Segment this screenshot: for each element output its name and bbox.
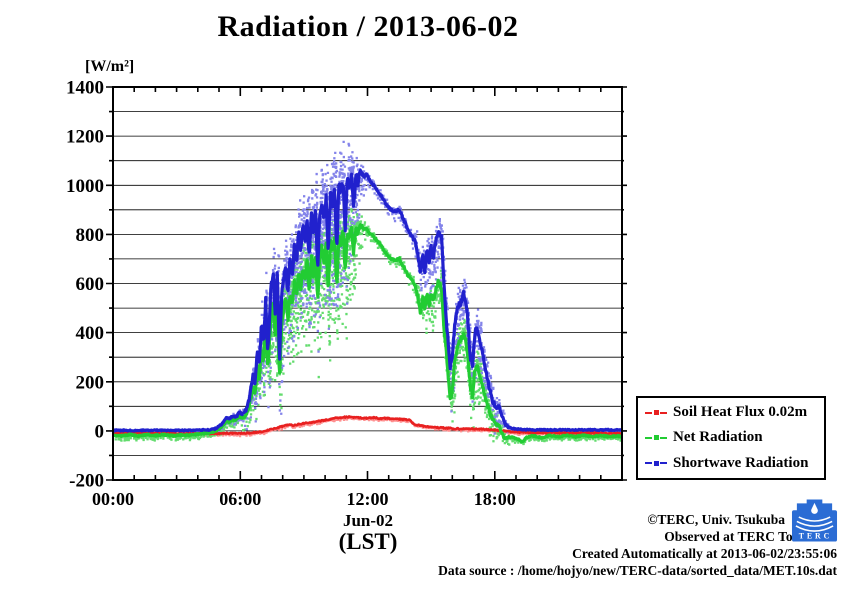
footer-data-source: Data source : /home/hojyo/new/TERC-data/… — [438, 563, 837, 578]
legend-marker-net-radiation-icon — [645, 433, 667, 442]
series-points-1 — [113, 202, 622, 446]
svg-text:1000: 1000 — [66, 176, 104, 197]
terc-logo-text: TERC — [799, 532, 833, 541]
legend-label: Soil Heat Flux 0.02m — [673, 404, 808, 421]
footer-created-at: Created Automatically at 2013-06-02/23:5… — [572, 546, 837, 561]
legend-item-soil-heat-flux: Soil Heat Flux 0.02m — [645, 401, 824, 425]
series-line-2 — [113, 168, 622, 433]
series-line-1 — [113, 223, 622, 444]
svg-text:0: 0 — [95, 421, 105, 442]
series-points-2 — [113, 140, 622, 435]
terc-logo: TERC — [791, 499, 838, 542]
axis-ticks — [106, 86, 627, 481]
gridlines — [113, 111, 622, 456]
legend-label: Shortwave Radiation — [673, 454, 809, 471]
y-axis-unit-label: [W/m²] — [85, 58, 135, 75]
legend-item-shortwave-radiation: Shortwave Radiation — [645, 451, 824, 475]
footer-copyright: ©TERC, Univ. Tsukuba — [647, 512, 785, 527]
plot-data-area — [113, 140, 622, 446]
x-axis-timezone-label: (LST) — [338, 529, 398, 554]
legend-marker-shortwave-radiation-icon — [645, 459, 667, 468]
svg-text:400: 400 — [76, 323, 105, 344]
svg-text:1400: 1400 — [66, 78, 104, 99]
svg-text:12:00: 12:00 — [347, 489, 389, 509]
svg-text:600: 600 — [76, 274, 105, 295]
x-tick-labels: 00:00 06:00 12:00 18:00 — [92, 489, 516, 509]
legend-box: Soil Heat Flux 0.02m Net Radiation Short… — [636, 396, 826, 480]
svg-text:-200: -200 — [69, 471, 104, 492]
legend-marker-soil-heat-flux-icon — [645, 408, 667, 417]
chart-title: Radiation / 2013-06-02 — [217, 10, 519, 43]
legend-item-net-radiation: Net Radiation — [645, 426, 824, 450]
svg-text:18:00: 18:00 — [474, 489, 516, 509]
svg-text:800: 800 — [76, 225, 105, 246]
x-axis-date-label: Jun-02 — [342, 511, 394, 530]
y-tick-labels: -200 0 200 400 600 800 1000 1200 1400 — [66, 78, 104, 492]
svg-text:200: 200 — [76, 372, 105, 393]
svg-text:1200: 1200 — [66, 127, 104, 148]
svg-text:06:00: 06:00 — [219, 489, 261, 509]
svg-text:00:00: 00:00 — [92, 489, 134, 509]
legend-label: Net Radiation — [673, 429, 763, 446]
